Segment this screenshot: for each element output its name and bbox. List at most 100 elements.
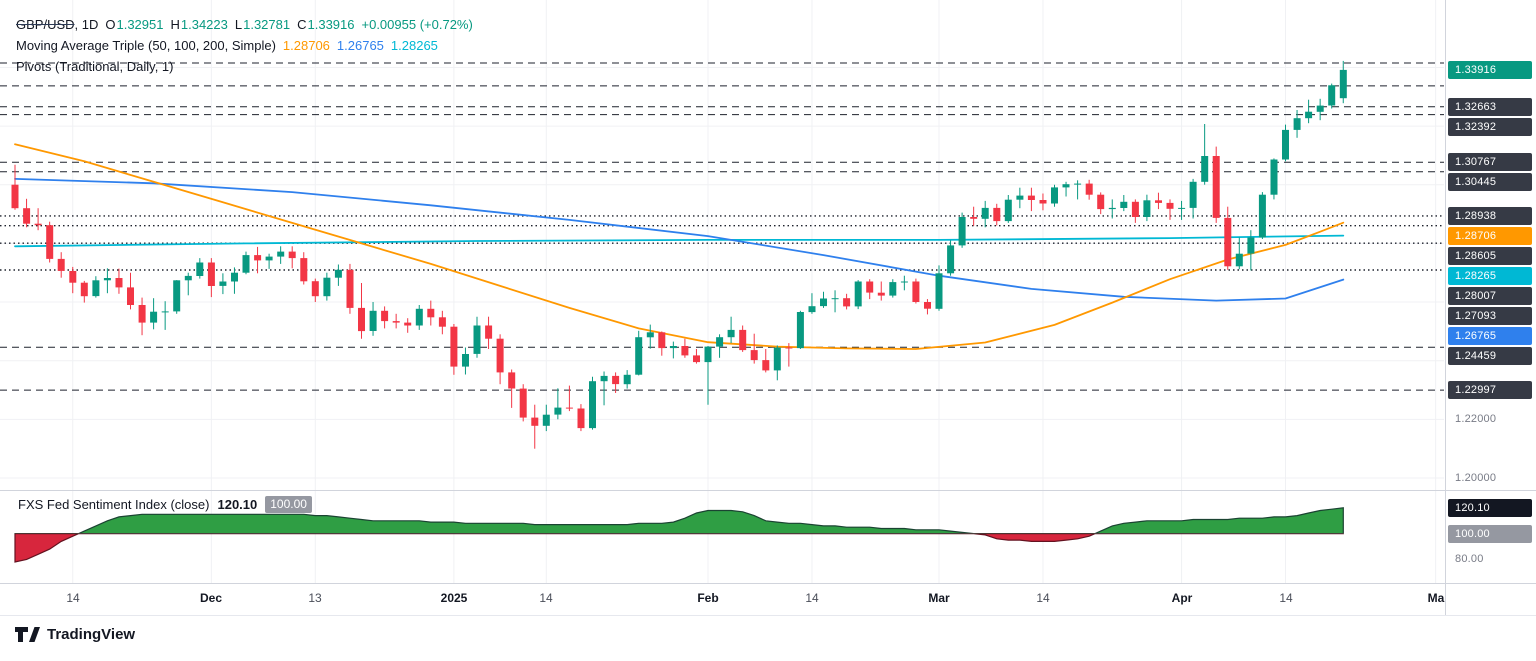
candle[interactable]	[381, 306, 389, 329]
candle[interactable]	[231, 267, 238, 294]
candle[interactable]	[658, 331, 666, 356]
candle[interactable]	[57, 252, 65, 278]
candle[interactable]	[1016, 187, 1024, 209]
candle[interactable]	[739, 325, 747, 352]
candle[interactable]	[46, 221, 54, 263]
candle[interactable]	[773, 345, 781, 381]
candle[interactable]	[554, 388, 562, 420]
candle[interactable]	[1097, 192, 1105, 215]
candle[interactable]	[577, 404, 585, 432]
candle[interactable]	[1062, 181, 1070, 197]
candle[interactable]	[115, 268, 123, 294]
candle[interactable]	[565, 385, 573, 412]
candle[interactable]	[889, 279, 897, 298]
candle[interactable]	[277, 246, 285, 264]
candle[interactable]	[646, 324, 654, 349]
candle[interactable]	[196, 258, 204, 279]
candle[interactable]	[1282, 124, 1289, 162]
candle[interactable]	[92, 276, 100, 298]
candle[interactable]	[1293, 110, 1301, 138]
symbol-legend-row[interactable]: GBP/USD, 1D O 1.32951 H 1.34223 L 1.32781 C…	[16, 14, 473, 35]
candle[interactable]	[427, 300, 435, 326]
candle[interactable]	[693, 349, 700, 364]
candle[interactable]	[612, 372, 620, 393]
candle[interactable]	[207, 258, 215, 298]
candle[interactable]	[820, 291, 827, 308]
candle[interactable]	[184, 272, 192, 296]
candle[interactable]	[1270, 158, 1278, 200]
symbol-name[interactable]: GBP/USD	[16, 17, 75, 32]
candle[interactable]	[369, 302, 377, 336]
candle[interactable]	[1120, 195, 1128, 212]
candle[interactable]	[600, 371, 608, 406]
candle[interactable]	[346, 263, 354, 314]
candle[interactable]	[623, 370, 631, 389]
candle[interactable]	[254, 246, 262, 274]
candle[interactable]	[750, 333, 758, 364]
candle[interactable]	[1143, 194, 1151, 222]
candle[interactable]	[1166, 199, 1174, 220]
candle[interactable]	[358, 283, 365, 339]
candle[interactable]	[485, 316, 493, 349]
candle[interactable]	[265, 253, 273, 269]
candle[interactable]	[831, 290, 839, 313]
candle[interactable]	[924, 299, 931, 315]
candle[interactable]	[1189, 178, 1197, 219]
candle[interactable]	[450, 324, 458, 375]
candle[interactable]	[877, 281, 885, 301]
candle[interactable]	[138, 297, 146, 336]
candle[interactable]	[589, 376, 596, 430]
candle[interactable]	[415, 305, 423, 330]
candle[interactable]	[404, 318, 412, 333]
candle[interactable]	[392, 313, 400, 329]
candle[interactable]	[219, 273, 227, 295]
candle[interactable]	[334, 264, 342, 286]
candle[interactable]	[323, 272, 331, 301]
candle[interactable]	[1051, 184, 1058, 207]
candle[interactable]	[80, 280, 88, 303]
candle[interactable]	[785, 343, 793, 367]
candle[interactable]	[796, 310, 804, 349]
candle[interactable]	[635, 330, 643, 376]
candle[interactable]	[993, 203, 1001, 226]
candle[interactable]	[34, 208, 42, 231]
candle[interactable]	[173, 280, 181, 314]
candle[interactable]	[438, 310, 446, 335]
candle[interactable]	[1108, 199, 1116, 219]
candle[interactable]	[542, 404, 550, 432]
candle[interactable]	[1155, 192, 1162, 210]
candle[interactable]	[103, 268, 111, 294]
candle[interactable]	[127, 272, 134, 310]
candle[interactable]	[11, 164, 19, 210]
sentiment-legend-row[interactable]: FXS Fed Sentiment Index (close) 120.10 1…	[18, 496, 312, 513]
candle[interactable]	[1178, 200, 1186, 220]
candle[interactable]	[242, 251, 250, 275]
candle[interactable]	[958, 212, 966, 248]
candle[interactable]	[1212, 146, 1220, 223]
time-axis[interactable]: 14 Dec 13 2025 14 Feb 14 Mar 14 Apr 14 Ma	[0, 583, 1445, 615]
candle[interactable]	[970, 206, 978, 226]
candle[interactable]	[1131, 199, 1139, 223]
candle[interactable]	[808, 293, 816, 314]
candle[interactable]	[912, 278, 920, 304]
candle[interactable]	[462, 347, 469, 375]
candle[interactable]	[981, 200, 989, 228]
candle[interactable]	[311, 278, 319, 302]
candle[interactable]	[1235, 237, 1243, 270]
pivots-indicator-row[interactable]: Pivots (Traditional, Daily, 1)	[16, 56, 473, 77]
candle[interactable]	[531, 404, 539, 449]
candle[interactable]	[473, 316, 481, 358]
candle[interactable]	[727, 316, 735, 344]
candle[interactable]	[1328, 83, 1336, 109]
candle[interactable]	[300, 252, 308, 285]
candle[interactable]	[1085, 179, 1093, 200]
timeframe-label[interactable]: , 1D	[74, 17, 99, 32]
candle[interactable]	[1247, 230, 1255, 271]
candle[interactable]	[669, 341, 677, 359]
candle[interactable]	[1039, 193, 1047, 211]
candle[interactable]	[716, 334, 724, 358]
candle[interactable]	[1258, 192, 1266, 239]
candle[interactable]	[23, 198, 31, 228]
candle[interactable]	[704, 346, 712, 405]
